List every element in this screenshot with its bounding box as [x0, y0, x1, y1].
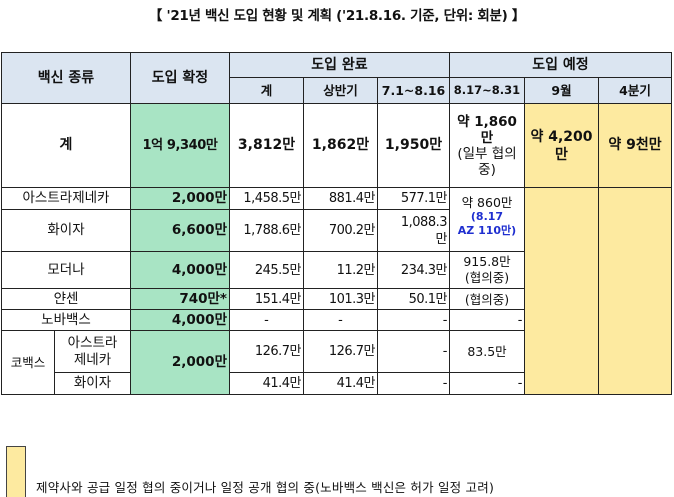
- row-az-confirmed: 2,000만: [130, 187, 230, 210]
- header-total: 계: [229, 77, 304, 104]
- row-janssen-confirmed: 740만*: [130, 288, 230, 310]
- header-q4: 4분기: [598, 77, 672, 104]
- row-total-total: 3,812만: [229, 103, 304, 188]
- q4-planned-cell: [598, 187, 672, 395]
- row-novavax-aug-end: -: [449, 309, 525, 331]
- row-covax-pfizer-aug-end: -: [449, 372, 525, 395]
- header-vaccine-type: 백신 종류: [1, 52, 131, 104]
- row-pfizer-note: (8.17 AZ 110만): [449, 209, 525, 252]
- row-moderna-confirmed: 4,000만: [130, 251, 230, 289]
- row-novavax-total: -: [229, 309, 304, 331]
- table-row-total: 계 1억 9,340만 3,812만 1,862만 1,950만 약 1,860…: [1, 103, 672, 188]
- row-covax-pfizer-total: 41.4만: [229, 372, 304, 395]
- header-row-2: 계 상반기 7.1~8.16 8.17~8.31 9월 4분기: [2, 77, 672, 104]
- row-pfizer-total: 1,788.6만: [229, 209, 304, 252]
- row-az-aug-end: 약 860만: [449, 187, 525, 210]
- row-covax-az-first-half: 126.7만: [303, 330, 378, 373]
- row-moderna-total: 245.5만: [229, 251, 304, 289]
- header-planned: 도입 예정: [449, 52, 672, 78]
- row-az-first-half: 881.4만: [303, 187, 378, 210]
- row-janssen-total: 151.4만: [229, 288, 304, 310]
- row-moderna-jul-aug: 234.3만: [377, 251, 450, 289]
- row-janssen-jul-aug: 50.1만: [377, 288, 450, 310]
- row-janssen-first-half: 101.3만: [303, 288, 378, 310]
- row-janssen-name: 얀센: [1, 288, 131, 310]
- row-moderna-first-half: 11.2만: [303, 251, 378, 289]
- header-row-1: 백신 종류 도입 확정 도입 완료 도입 예정: [1, 52, 672, 104]
- row-covax-group: 코백스: [1, 330, 55, 395]
- row-covax-az-jul-aug: -: [377, 330, 450, 373]
- row-covax-confirmed: 2,000만: [130, 330, 230, 395]
- row-novavax-confirmed: 4,000만: [130, 309, 230, 331]
- row-total-q4: 약 9천만: [598, 103, 672, 188]
- header-aug-end: 8.17~8.31: [449, 77, 525, 104]
- row-novavax-first-half: -: [303, 309, 378, 331]
- table-row-covax-az: 코백스 아스트라 제네카 2,000만 126.7만 126.7만 - 83.5…: [1, 330, 672, 395]
- legend-text: 제약사와 공급 일정 협의 중이거나 일정 공개 협의 중(노바백스 백신은 허…: [36, 480, 495, 495]
- table-row-covax-pfizer: 화이자 41.4만 41.4만 - -: [2, 372, 672, 395]
- row-covax-pfizer-first-half: 41.4만: [303, 372, 378, 395]
- row-covax-az-name: 아스트라 제네카: [54, 330, 131, 373]
- row-pfizer-name: 화이자: [1, 209, 131, 252]
- row-az-jul-aug: 577.1만: [377, 187, 450, 210]
- table-row-az: 아스트라제네카 2,000만 1,458.5만 881.4만 577.1만 약 …: [1, 187, 672, 395]
- row-pfizer-first-half: 700.2만: [303, 209, 378, 252]
- row-az-name: 아스트라제네카: [1, 187, 131, 210]
- page-title: 【 '21년 백신 도입 현황 및 계획 ('21.8.16. 기준, 단위: …: [148, 8, 526, 24]
- row-covax-pfizer-jul-aug: -: [377, 372, 450, 395]
- vaccine-table: 백신 종류 도입 확정 도입 완료 도입 예정 계 상반기 7.1~8.16 8…: [1, 52, 672, 395]
- row-covax-az-total: 126.7만: [229, 330, 304, 373]
- sep-planned-cell: [524, 187, 599, 395]
- row-janssen-aug-end: (협의중): [449, 288, 525, 310]
- header-sep: 9월: [524, 77, 599, 104]
- row-total-confirmed: 1억 9,340만: [130, 103, 230, 188]
- row-total-sep: 약 4,200 만: [524, 103, 599, 188]
- row-pfizer-jul-aug: 1,088.3 만: [377, 209, 450, 252]
- row-novavax-jul-aug: -: [377, 309, 450, 331]
- row-moderna-name: 모더나: [1, 251, 131, 289]
- legend-swatch: [6, 446, 26, 497]
- row-total-first-half: 1,862만: [303, 103, 378, 188]
- row-novavax-name: 노바백스: [1, 309, 131, 331]
- table-row-janssen: 얀센 740만* 151.4만 101.3만 50.1만 (협의중): [1, 288, 672, 310]
- row-covax-pfizer-name: 화이자: [54, 372, 131, 395]
- header-completed: 도입 완료: [229, 52, 450, 78]
- header-first-half: 상반기: [303, 77, 378, 104]
- row-pfizer-confirmed: 6,600만: [130, 209, 230, 252]
- header-confirmed: 도입 확정: [130, 52, 230, 104]
- row-total-name: 계: [1, 103, 131, 188]
- row-total-jul-aug: 1,950만: [377, 103, 450, 188]
- row-total-aug-end: 약 1,860 만 (일부 협의 중): [449, 103, 525, 188]
- row-az-total: 1,458.5만: [229, 187, 304, 210]
- header-jul-aug: 7.1~8.16: [377, 77, 450, 104]
- row-moderna-aug-end: 915.8만 (협의중): [449, 251, 525, 289]
- row-covax-az-aug-end: 83.5만: [449, 330, 525, 373]
